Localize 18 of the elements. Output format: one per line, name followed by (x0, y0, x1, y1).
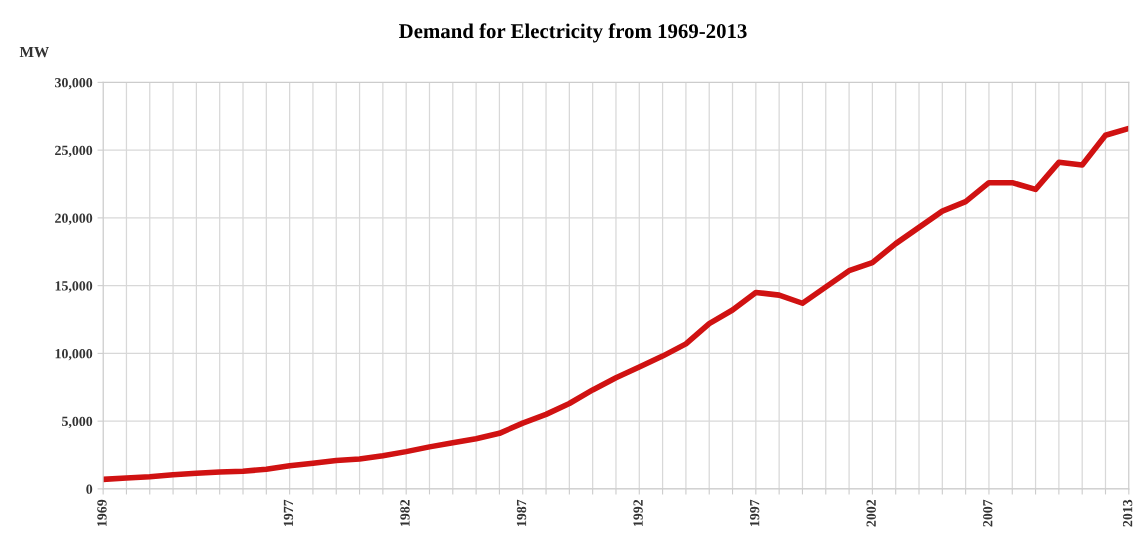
x-tick-label: 2007 (983, 499, 993, 527)
y-tick-label: 10,000 (55, 348, 93, 361)
x-tick-label: 1997 (749, 499, 760, 526)
chart-title: Demand for Electricity from 1969-2013 (399, 23, 747, 43)
y-tick-label: 30,000 (55, 77, 93, 90)
x-tick-label: 1987 (516, 499, 527, 526)
x-tick-label: 2013 (1122, 499, 1133, 527)
y-tick-label: 15,000 (55, 281, 93, 293)
y-tick-label: 0 (86, 484, 93, 494)
x-tick-label: 1982 (400, 499, 410, 526)
y-axis-title: MW (19, 46, 49, 58)
x-tick-label: 2002 (866, 499, 876, 527)
x-tick-label: 1992 (633, 499, 643, 526)
x-tick-label: 1977 (283, 499, 294, 526)
y-tick-label: 5,000 (62, 416, 93, 429)
y-tick-label: 25,000 (55, 145, 93, 158)
x-tick-label: 1969 (97, 499, 107, 526)
y-tick-label: 20,000 (55, 213, 93, 225)
